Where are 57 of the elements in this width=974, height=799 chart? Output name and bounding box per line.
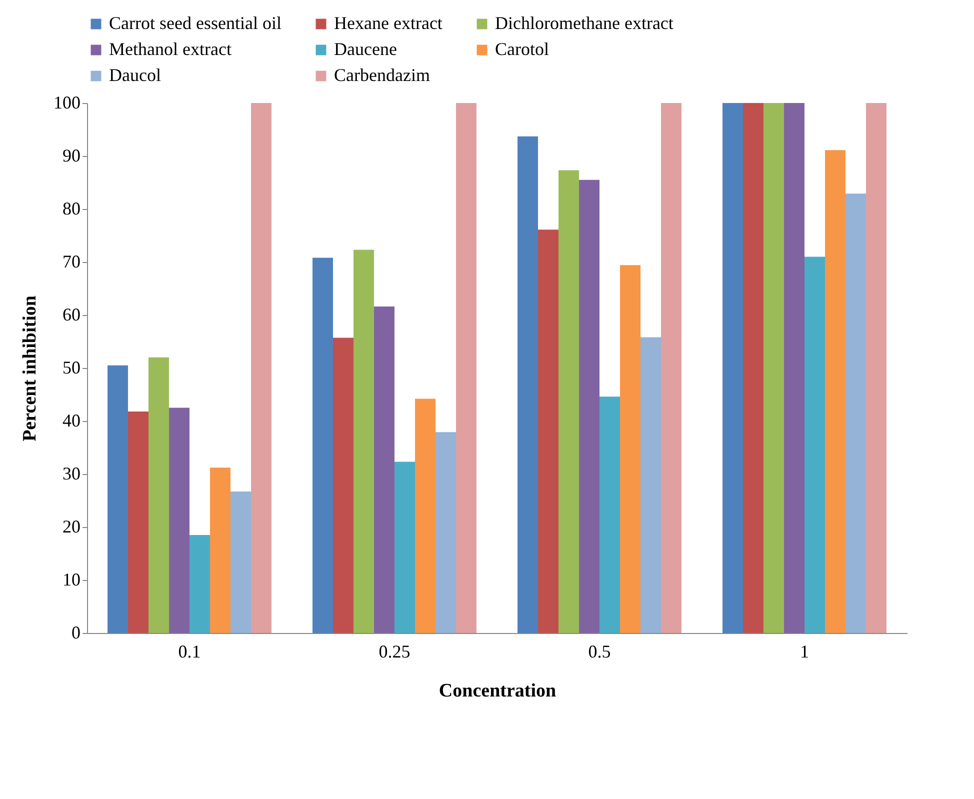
- y-tick-label: 60: [62, 304, 80, 324]
- y-tick-label: 50: [62, 358, 80, 378]
- bar: [661, 103, 682, 633]
- bar: [210, 468, 230, 633]
- bar: [764, 103, 784, 633]
- legend-label: Hexane extract: [334, 13, 442, 33]
- bar: [148, 357, 169, 633]
- bar: [312, 258, 333, 633]
- bar: [374, 306, 394, 633]
- y-tick-label: 10: [62, 570, 80, 590]
- bar: [518, 136, 538, 633]
- bar: [456, 103, 476, 633]
- bar: [722, 103, 743, 633]
- bar: [825, 150, 846, 633]
- legend-label: Carbendazim: [334, 65, 430, 85]
- x-tick-label: 1: [800, 642, 809, 662]
- bar: [415, 398, 436, 633]
- bar: [169, 408, 190, 633]
- y-tick-label: 90: [62, 146, 80, 166]
- bar: [600, 396, 620, 633]
- bar: [804, 256, 825, 633]
- legend-label: Daucene: [334, 39, 397, 59]
- y-axis-title: Percent inhibition: [20, 295, 40, 442]
- x-tick-label: 0.25: [378, 642, 410, 662]
- bar: [394, 462, 415, 633]
- x-tick-label: 0.5: [588, 642, 611, 662]
- bar: [579, 180, 600, 633]
- bar: [108, 365, 128, 633]
- bar: [436, 432, 456, 633]
- bar: [640, 337, 661, 633]
- bar: [230, 491, 251, 633]
- legend-label: Carrot seed essential oil: [109, 13, 282, 33]
- bar: [784, 103, 804, 633]
- legend-label: Dichloromethane extract: [495, 13, 674, 33]
- bar: [190, 534, 210, 633]
- y-tick-label: 40: [62, 410, 80, 430]
- x-axis-title: Concentration: [438, 680, 557, 702]
- y-tick-label: 70: [62, 252, 80, 272]
- bar: [558, 170, 579, 633]
- bar: [251, 103, 272, 633]
- bar: [128, 411, 148, 633]
- y-tick-label: 20: [62, 516, 80, 536]
- legend-label: Methanol extract: [109, 39, 232, 59]
- bar: [743, 103, 764, 633]
- x-tick-label: 0.1: [178, 642, 201, 662]
- bar: [620, 265, 640, 633]
- bar: [538, 230, 558, 633]
- y-tick-label: 100: [54, 92, 80, 112]
- legend-label: Daucol: [109, 65, 161, 85]
- bar: [354, 250, 374, 633]
- legend-label: Carotol: [495, 39, 549, 59]
- y-tick-label: 0: [72, 622, 80, 642]
- bar: [333, 338, 354, 633]
- y-tick-label: 30: [62, 464, 80, 484]
- bar: [866, 103, 886, 633]
- bar: [846, 194, 866, 633]
- y-tick-label: 80: [62, 198, 80, 218]
